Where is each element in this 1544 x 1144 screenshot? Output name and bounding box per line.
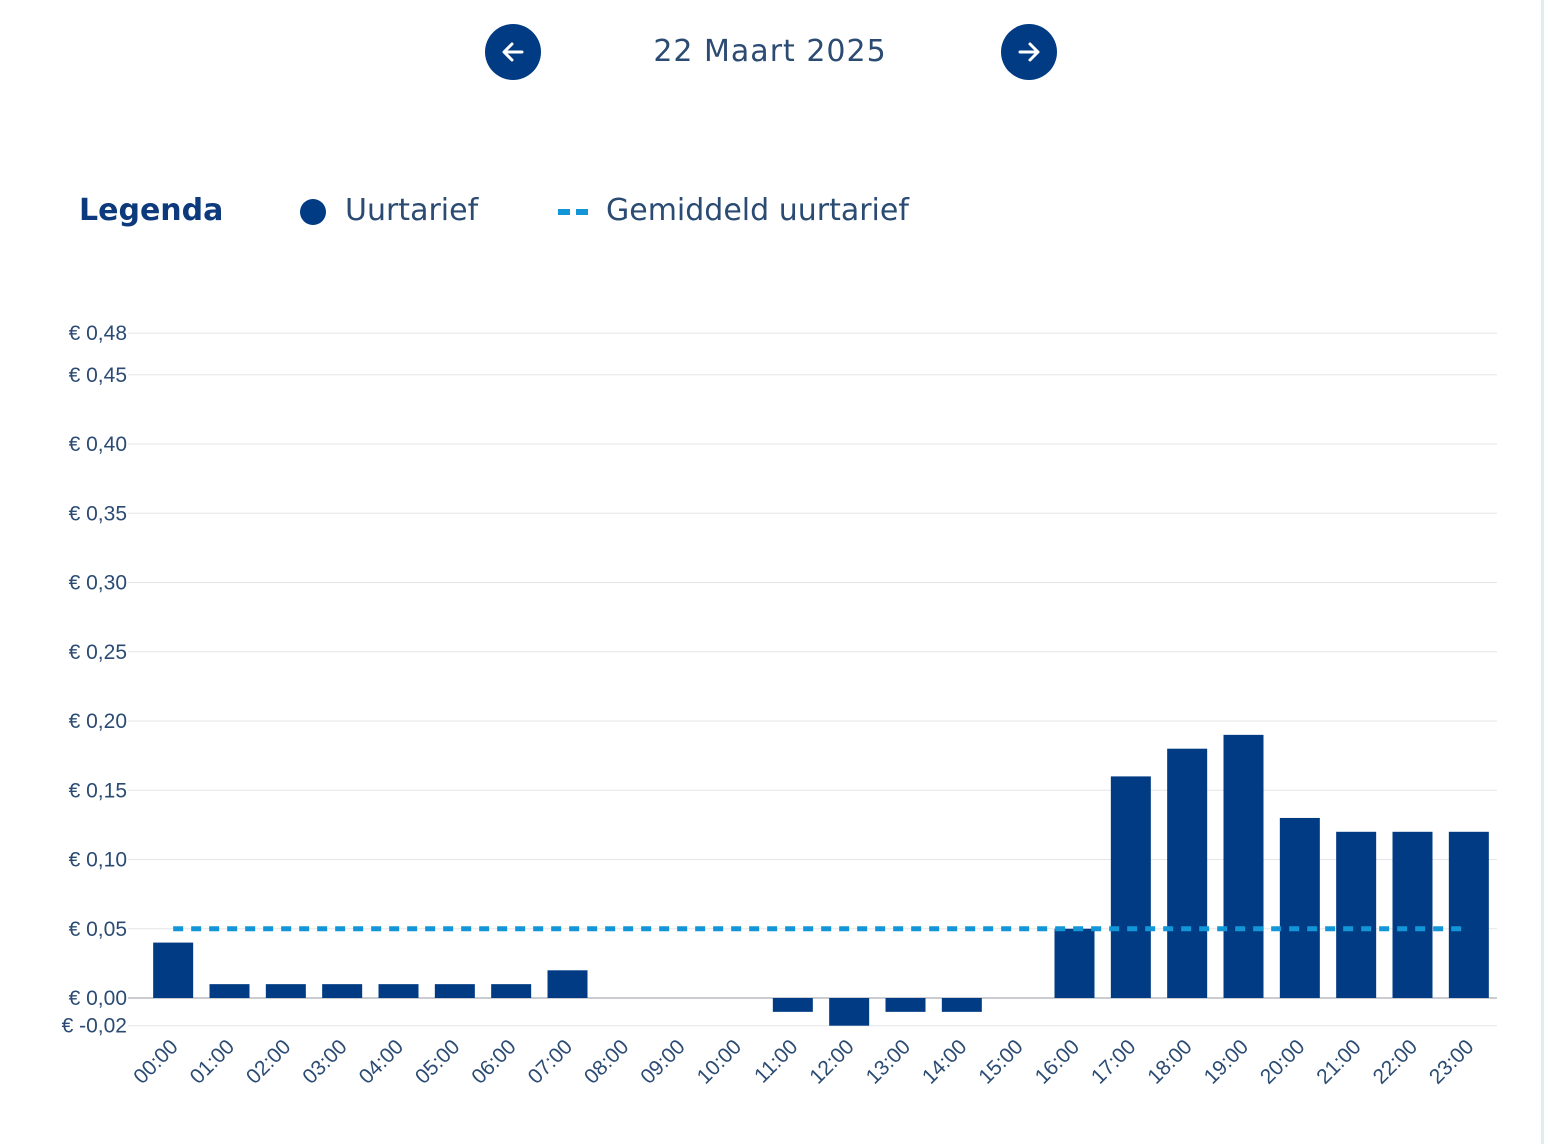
x-tick-label: 09:00	[636, 1035, 689, 1088]
y-tick-label: € 0,45	[69, 364, 127, 387]
bar-2100[interactable]	[1336, 831, 1377, 998]
bar-1100[interactable]	[772, 998, 813, 1012]
bar-0700[interactable]	[547, 970, 588, 998]
y-tick-label: € 0,35	[69, 502, 127, 525]
current-date: 22 Maart 2025	[653, 34, 887, 69]
bar-0000[interactable]	[153, 942, 194, 998]
x-tick-label: 12:00	[805, 1035, 858, 1088]
y-tick-label: € 0,30	[69, 572, 127, 595]
bar-1200[interactable]	[829, 998, 870, 1026]
bar-0400[interactable]	[378, 984, 419, 998]
x-tick-label: 14:00	[918, 1035, 971, 1088]
y-tick-label: € 0,10	[69, 849, 127, 872]
arrow-right-icon	[1018, 42, 1040, 62]
x-tick-label: 23:00	[1425, 1035, 1478, 1088]
bar-2200[interactable]	[1392, 831, 1433, 998]
y-tick-label: € 0,25	[69, 641, 127, 664]
bar-0100[interactable]	[209, 984, 250, 998]
x-tick-label: 01:00	[186, 1035, 239, 1088]
x-tick-label: 22:00	[1369, 1035, 1422, 1088]
y-tick-label: € 0,00	[69, 987, 127, 1010]
x-tick-label: 00:00	[129, 1035, 182, 1088]
x-tick-label: 04:00	[355, 1035, 408, 1088]
y-tick-label: € 0,40	[69, 433, 127, 456]
bar-1800[interactable]	[1167, 748, 1208, 998]
bar-0600[interactable]	[491, 984, 532, 998]
y-tick-label: € 0,15	[69, 779, 127, 802]
x-tick-label: 02:00	[242, 1035, 295, 1088]
bar-0200[interactable]	[265, 984, 306, 998]
x-tick-label: 07:00	[524, 1035, 577, 1088]
next-day-button[interactable]	[1001, 24, 1057, 80]
legend-label-uurtarief: Uurtarief	[345, 193, 479, 228]
x-tick-label: 20:00	[1256, 1035, 1309, 1088]
x-tick-label: 05:00	[411, 1035, 464, 1088]
bar-1300[interactable]	[885, 998, 926, 1012]
x-tick-label: 06:00	[467, 1035, 520, 1088]
y-tick-label: € 0,05	[69, 918, 127, 941]
legend-dashed-line-icon	[558, 209, 588, 215]
legend-label-gemiddeld-uurtarief: Gemiddeld uurtarief	[606, 193, 909, 228]
bar-0300[interactable]	[322, 984, 363, 998]
x-tick-label: 11:00	[750, 1035, 802, 1087]
y-tick-label: € 0,20	[69, 710, 127, 733]
legend-dot-icon	[300, 199, 326, 225]
bar-2300[interactable]	[1448, 831, 1489, 998]
y-tick-label: € -0,02	[62, 1015, 127, 1038]
bar-1700[interactable]	[1110, 776, 1151, 998]
x-tick-label: 08:00	[580, 1035, 633, 1088]
x-tick-label: 17:00	[1087, 1035, 1140, 1088]
x-tick-label: 19:00	[1200, 1035, 1253, 1088]
bar-2000[interactable]	[1279, 817, 1320, 998]
x-tick-label: 21:00	[1312, 1035, 1365, 1088]
x-tick-label: 16:00	[1031, 1035, 1084, 1088]
bar-1400[interactable]	[941, 998, 982, 1012]
bar-1900[interactable]	[1223, 734, 1264, 998]
bar-1600[interactable]	[1054, 928, 1095, 998]
x-tick-label: 18:00	[1143, 1035, 1196, 1088]
legend-title: Legenda	[79, 193, 224, 228]
x-tick-label: 10:00	[693, 1035, 746, 1088]
x-tick-label: 03:00	[298, 1035, 351, 1088]
previous-day-button[interactable]	[485, 24, 541, 80]
arrow-left-icon	[502, 42, 524, 62]
x-tick-label: 15:00	[974, 1035, 1027, 1088]
bar-0500[interactable]	[434, 984, 475, 998]
y-tick-label: € 0,48	[69, 322, 127, 345]
x-tick-label: 13:00	[862, 1035, 915, 1088]
right-edge-strip	[1541, 0, 1544, 1144]
